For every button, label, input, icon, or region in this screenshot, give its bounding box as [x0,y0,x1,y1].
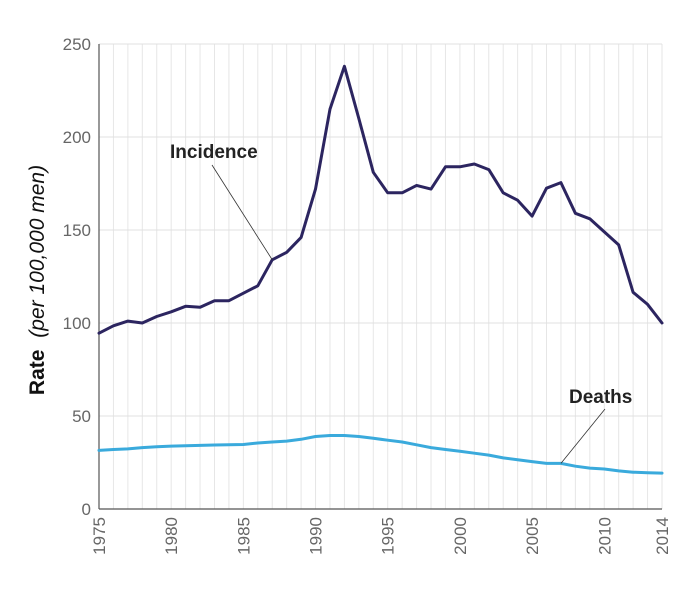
annotation-label-deaths: Deaths [569,387,632,408]
y-tick-label: 150 [63,221,91,240]
chart-gridlines [98,43,663,509]
y-axis-label-sub: (per 100,000 men) [26,165,49,338]
x-tick-label: 1975 [90,517,109,555]
x-tick-label: 2014 [653,517,672,555]
chart-annotations: Incidence Deaths [170,142,632,464]
x-tick-label: 1995 [379,517,398,555]
y-tick-label: 200 [63,128,91,147]
x-tick-label: 2010 [595,517,614,555]
y-axis-ticks: 0 50 100 150 200 250 [63,35,91,519]
y-tick-label: 250 [63,35,91,54]
y-axis-label-main: Rate [26,350,49,396]
series-line-deaths [97,434,664,475]
x-tick-label: 1980 [162,517,181,555]
y-tick-label: 50 [72,407,91,426]
y-axis-label: Rate (per 100,000 men) [26,165,49,395]
x-tick-label: 2005 [523,517,542,555]
series-line-incidence [97,64,664,335]
chart-axes [98,44,662,510]
y-tick-label: 0 [82,500,91,519]
chart-series [97,64,664,475]
x-tick-label: 1985 [234,517,253,555]
x-tick-label: 2000 [451,517,470,555]
annotation-leader-incidence [211,164,273,260]
x-tick-label: 1990 [307,517,326,555]
annotation-leader-deaths [560,408,606,464]
y-tick-label: 100 [63,314,91,333]
x-axis-ticks: 1975 1980 1985 1990 1995 2000 2005 2010 2014 [90,517,672,555]
annotation-label-incidence: Incidence [170,142,258,163]
